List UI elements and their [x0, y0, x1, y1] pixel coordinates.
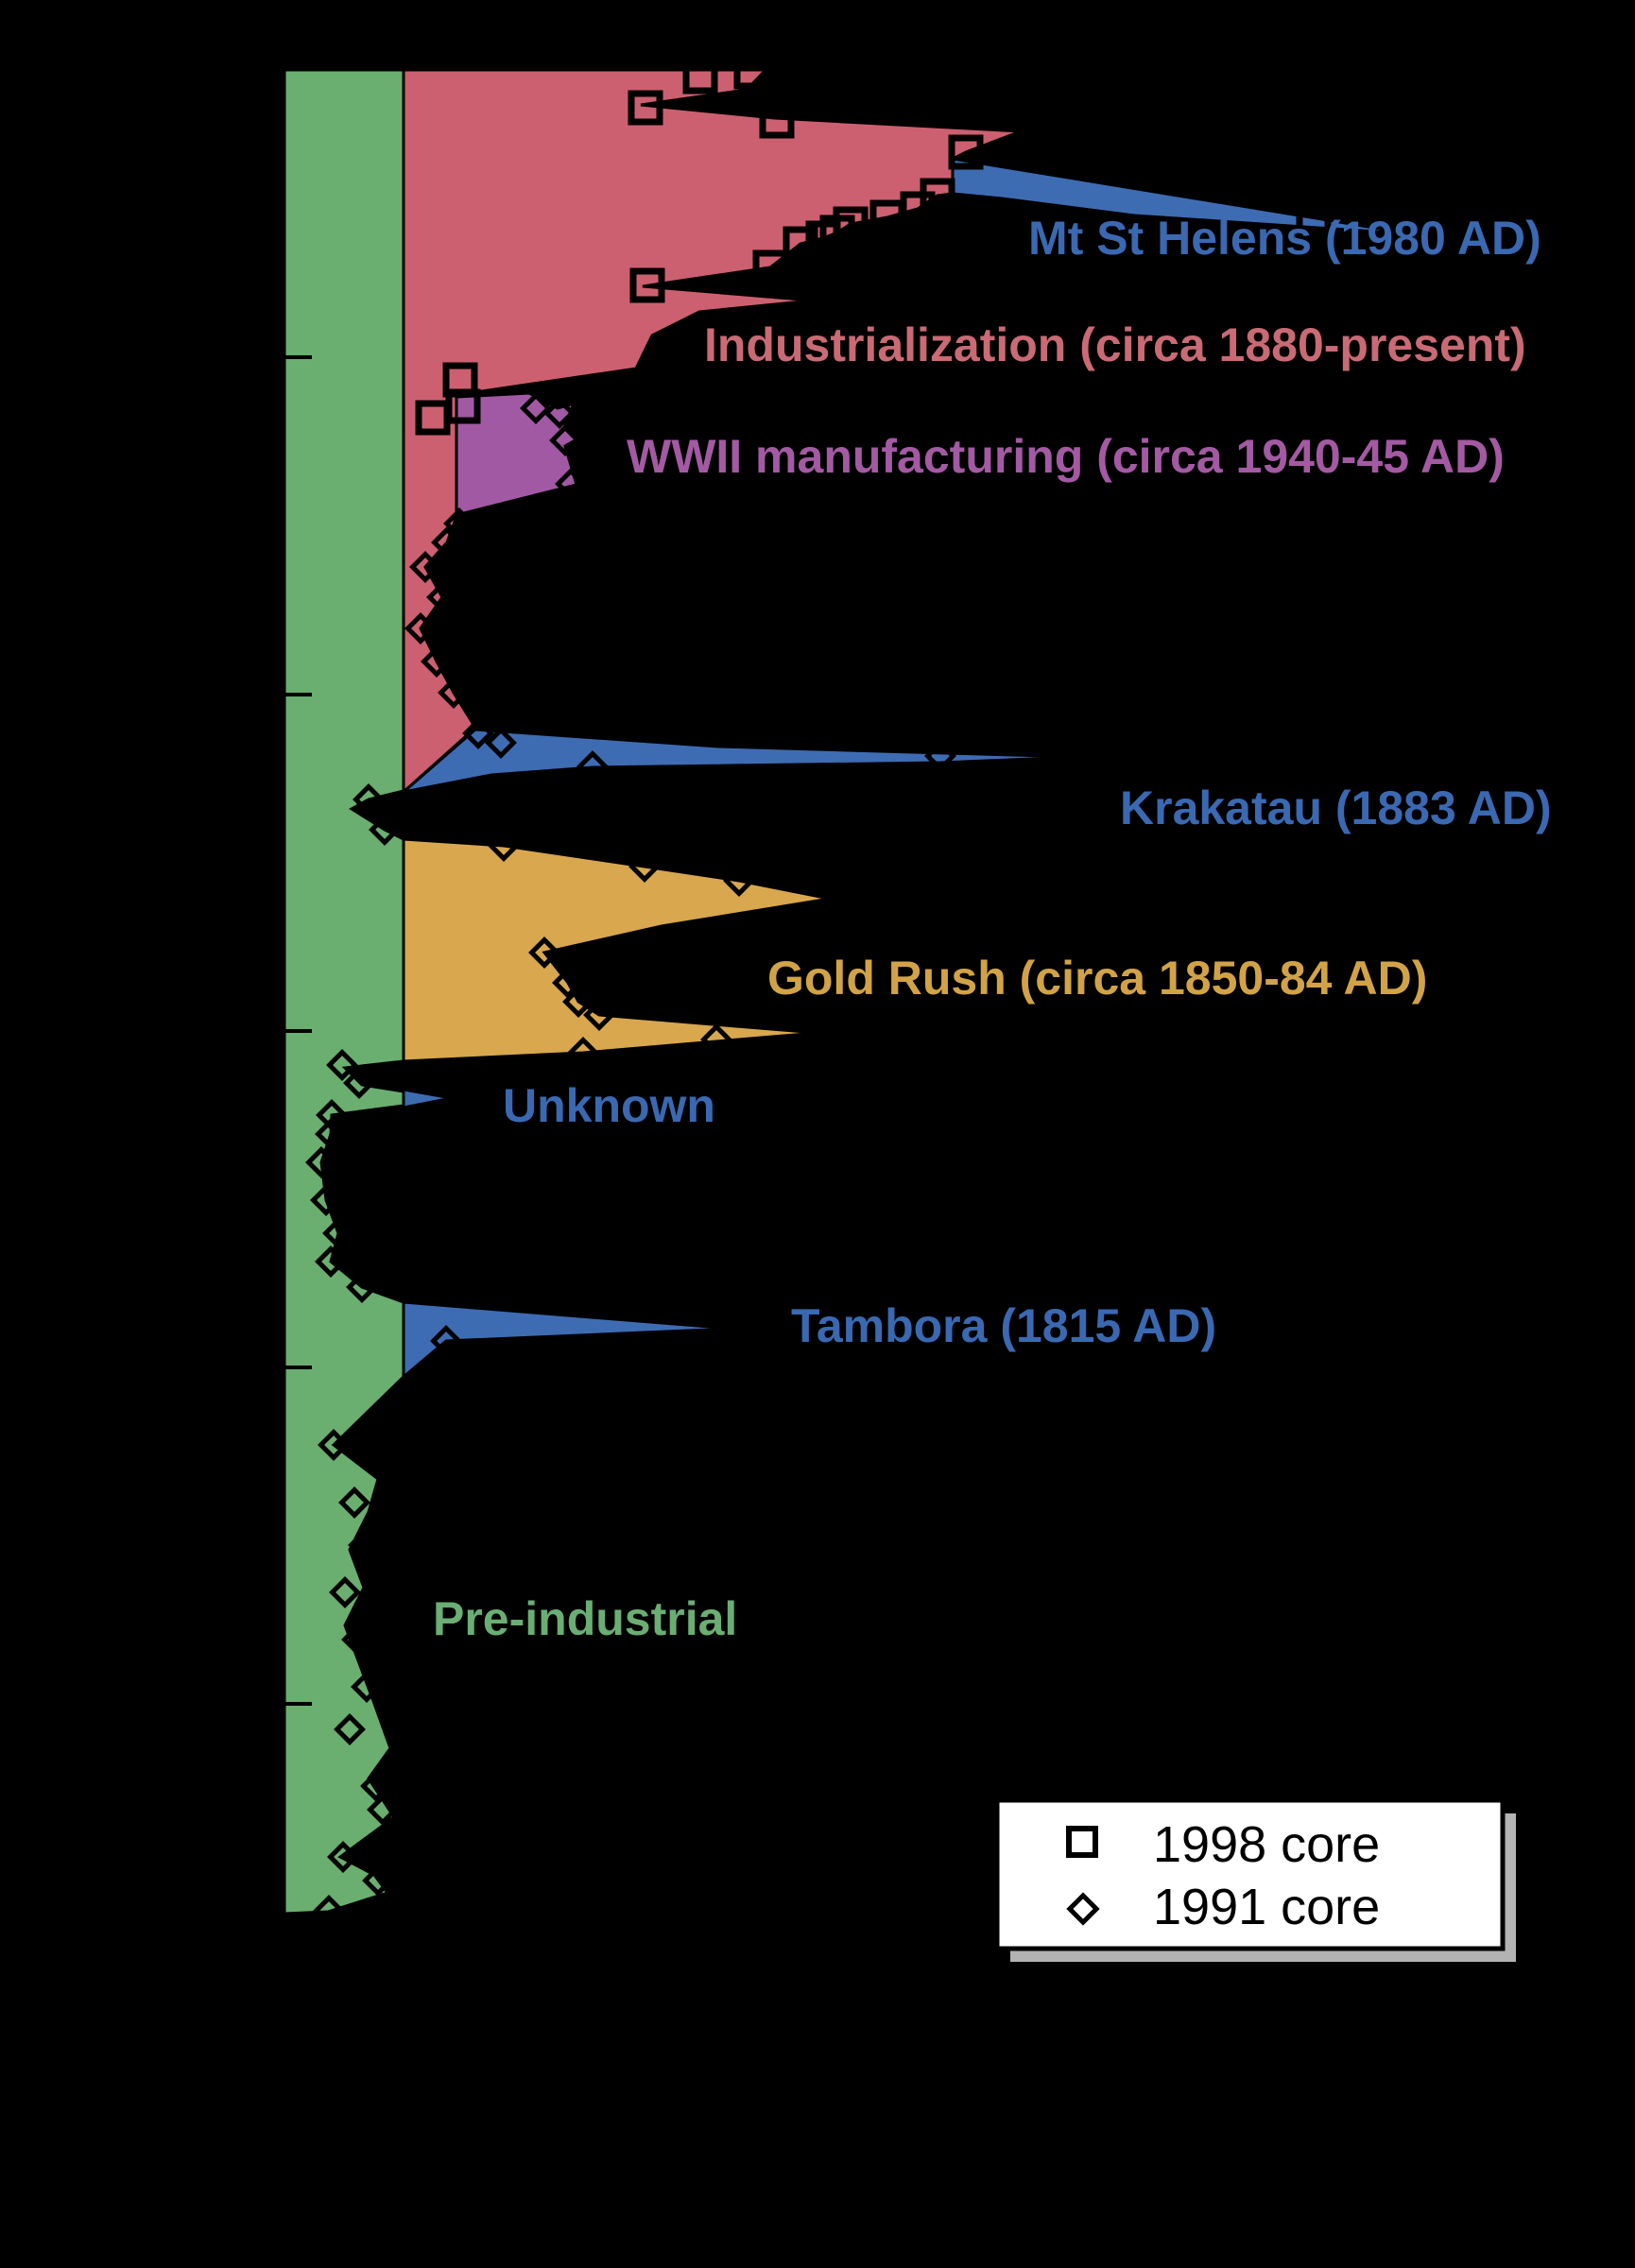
annotation-unknown: Unknown: [503, 1079, 715, 1132]
region-unknown-blue: [402, 1088, 453, 1109]
marker-1991-core-diamond: [488, 830, 520, 862]
marker-1991-core-diamond: [421, 645, 453, 678]
marker-1998-core-square: [682, 59, 718, 94]
marker-1991-core-diamond: [924, 740, 956, 772]
marker-1991-core-diamond: [520, 392, 552, 424]
marker-1991-core-diamond: [341, 1624, 373, 1656]
marker-1991-core-diamond: [318, 1429, 350, 1461]
marker-1991-core-diamond: [443, 507, 475, 540]
marker-1998-core-square: [805, 220, 841, 256]
region-krakatau-blue: [398, 728, 1078, 795]
marker-1991-core-diamond: [353, 783, 385, 816]
marker-1991-core-diamond: [528, 936, 560, 969]
marker-1991-core-diamond: [329, 1576, 361, 1608]
marker-1991-core-diamond: [315, 1118, 347, 1150]
annotation-industrialization: Industrialization (circa 1880-present): [704, 318, 1526, 371]
marker-1991-core-diamond: [577, 750, 609, 782]
series-1998-core-markers: [415, 54, 1332, 436]
marker-1991-core-diamond: [404, 612, 437, 644]
marker-1991-core-diamond: [360, 1770, 392, 1802]
marker-1998-core-square: [869, 199, 905, 235]
marker-1998-core-square: [759, 103, 795, 139]
marker-1991-core-diamond: [316, 1099, 348, 1131]
marker-1991-core-diamond: [334, 1713, 366, 1745]
marker-1991-core-diamond: [485, 727, 517, 759]
legend-diamond-marker-icon: [1066, 1892, 1100, 1926]
marker-1998-core-square: [1296, 209, 1332, 245]
series-1991-core-markers: [305, 392, 956, 1927]
legend-square-marker-icon: [1066, 1826, 1098, 1858]
marker-1991-core-diamond: [343, 1067, 375, 1099]
marker-1998-core-square: [415, 400, 451, 436]
marker-1991-core-diamond: [327, 1841, 359, 1873]
marker-1998-core-square: [948, 134, 984, 170]
annotation-wwii-manufacturing: WWII manufacturing (circa 1940-45 AD): [627, 430, 1505, 483]
marker-1991-core-diamond: [346, 1271, 378, 1303]
region-industrialization-red: [402, 68, 1022, 796]
marker-1998-core-square: [733, 54, 769, 90]
marker-1991-core-diamond: [315, 1246, 347, 1278]
legend-label-1991-core: 1991 core: [1153, 1879, 1380, 1935]
marker-1991-core-diamond: [369, 814, 401, 846]
marker-1991-core-diamond: [362, 1864, 394, 1897]
marker-1998-core-square: [752, 249, 788, 285]
marker-1991-core-diamond: [305, 1146, 337, 1178]
marker-1991-core-diamond: [549, 424, 581, 456]
legend-label-1998-core: 1998 core: [1153, 1816, 1380, 1873]
event-regions: [283, 68, 1390, 1916]
annotations: Mt St Helens (1980 AD) Industrialization…: [433, 212, 1552, 1645]
marker-1991-core-diamond: [555, 468, 587, 500]
marker-1991-core-diamond: [567, 1037, 599, 1069]
annotation-krakatau: Krakatau (1883 AD): [1120, 782, 1552, 834]
marker-1991-core-diamond: [552, 967, 584, 999]
marker-1998-core-square: [628, 90, 663, 126]
annotation-tambora: Tambora (1815 AD): [791, 1299, 1216, 1352]
annotation-pre-industrial: Pre-industrial: [433, 1592, 737, 1645]
marker-1998-core-square: [783, 226, 818, 262]
marker-1991-core-diamond: [628, 850, 661, 883]
marker-1998-core-square: [629, 267, 665, 303]
marker-1991-core-diamond: [338, 1486, 370, 1519]
marker-1991-core-diamond: [313, 1895, 345, 1927]
marker-1991-core-diamond: [322, 1217, 354, 1249]
region-gold-rush-gold: [402, 837, 831, 1063]
marker-1991-core-diamond: [462, 717, 494, 749]
marker-1991-core-diamond: [310, 1184, 342, 1216]
marker-1991-core-diamond: [326, 1049, 358, 1081]
marker-1991-core-diamond: [430, 1325, 462, 1357]
marker-1991-core-diamond: [583, 999, 615, 1031]
marker-1991-core-diamond: [367, 1794, 399, 1826]
marker-1991-core-diamond: [700, 1023, 732, 1056]
marker-1991-core-diamond: [426, 581, 458, 613]
legend: 1998 core 1991 core: [994, 1797, 1516, 1962]
marker-1991-core-diamond: [431, 526, 463, 558]
marker-1991-core-diamond: [543, 397, 576, 429]
marker-1991-core-diamond: [348, 1529, 380, 1561]
marker-1991-core-diamond: [409, 551, 441, 583]
marker-1991-core-diamond: [351, 1671, 383, 1703]
marker-1991-core-diamond: [723, 865, 755, 897]
marker-1991-core-diamond: [438, 677, 470, 709]
region-tambora-blue: [402, 1300, 733, 1381]
annotation-gold-rush: Gold Rush (circa 1850-84 AD): [767, 952, 1427, 1005]
annotation-mt-st-helens: Mt St Helens (1980 AD): [1028, 212, 1541, 265]
depth-axis-ticks: [284, 355, 312, 1706]
marker-1991-core-diamond: [562, 986, 594, 1018]
